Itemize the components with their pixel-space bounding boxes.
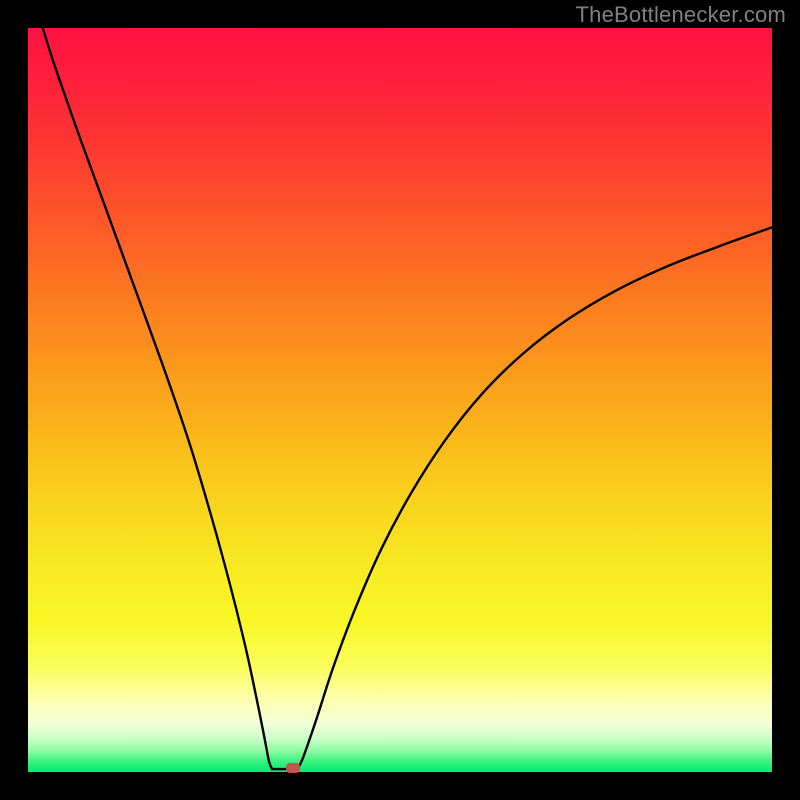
plot-area [28,28,772,772]
curve-layer [28,28,772,772]
optimal-point-marker [286,763,300,773]
watermark-text: TheBottlenecker.com [576,2,786,28]
chart-frame: TheBottlenecker.com [0,0,800,800]
